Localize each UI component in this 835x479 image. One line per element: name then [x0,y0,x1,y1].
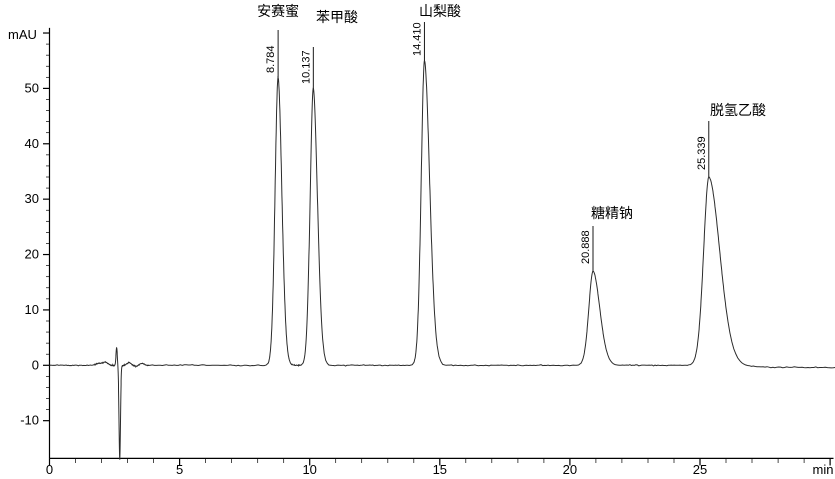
svg-text:25.339: 25.339 [696,136,708,170]
svg-text:-10: -10 [20,413,39,428]
svg-text:min: min [813,462,834,477]
svg-text:苯甲酸: 苯甲酸 [316,9,358,25]
svg-text:8.784: 8.784 [265,45,277,73]
svg-text:糖精钠: 糖精钠 [591,205,633,221]
svg-text:30: 30 [25,191,39,206]
svg-text:安赛蜜: 安赛蜜 [257,3,299,19]
svg-text:14.410: 14.410 [411,22,423,56]
svg-text:15: 15 [433,462,447,477]
svg-text:0: 0 [46,462,53,477]
svg-text:10: 10 [25,302,39,317]
svg-text:25: 25 [693,462,707,477]
svg-text:5: 5 [176,462,183,477]
svg-text:脱氢乙酸: 脱氢乙酸 [710,102,766,118]
svg-text:0: 0 [32,358,39,373]
svg-text:10.137: 10.137 [300,50,312,84]
svg-text:mAU: mAU [8,27,37,42]
svg-text:20: 20 [563,462,577,477]
svg-text:山梨酸: 山梨酸 [419,3,461,19]
svg-text:10: 10 [302,462,316,477]
svg-text:20.888: 20.888 [580,230,592,264]
svg-text:20: 20 [25,247,39,262]
svg-text:40: 40 [25,136,39,151]
svg-text:50: 50 [25,80,39,95]
